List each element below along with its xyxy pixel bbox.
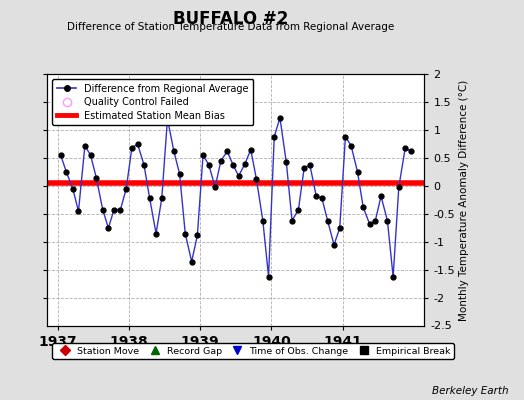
Text: -2.5: -2.5 bbox=[430, 321, 452, 331]
Y-axis label: Monthly Temperature Anomaly Difference (°C): Monthly Temperature Anomaly Difference (… bbox=[459, 79, 470, 321]
Text: Difference of Station Temperature Data from Regional Average: Difference of Station Temperature Data f… bbox=[67, 22, 394, 32]
Legend: Station Move, Record Gap, Time of Obs. Change, Empirical Break: Station Move, Record Gap, Time of Obs. C… bbox=[52, 343, 454, 359]
Legend: Difference from Regional Average, Quality Control Failed, Estimated Station Mean: Difference from Regional Average, Qualit… bbox=[52, 79, 254, 125]
Text: BUFFALO #2: BUFFALO #2 bbox=[173, 10, 288, 28]
Text: Berkeley Earth: Berkeley Earth bbox=[432, 386, 508, 396]
